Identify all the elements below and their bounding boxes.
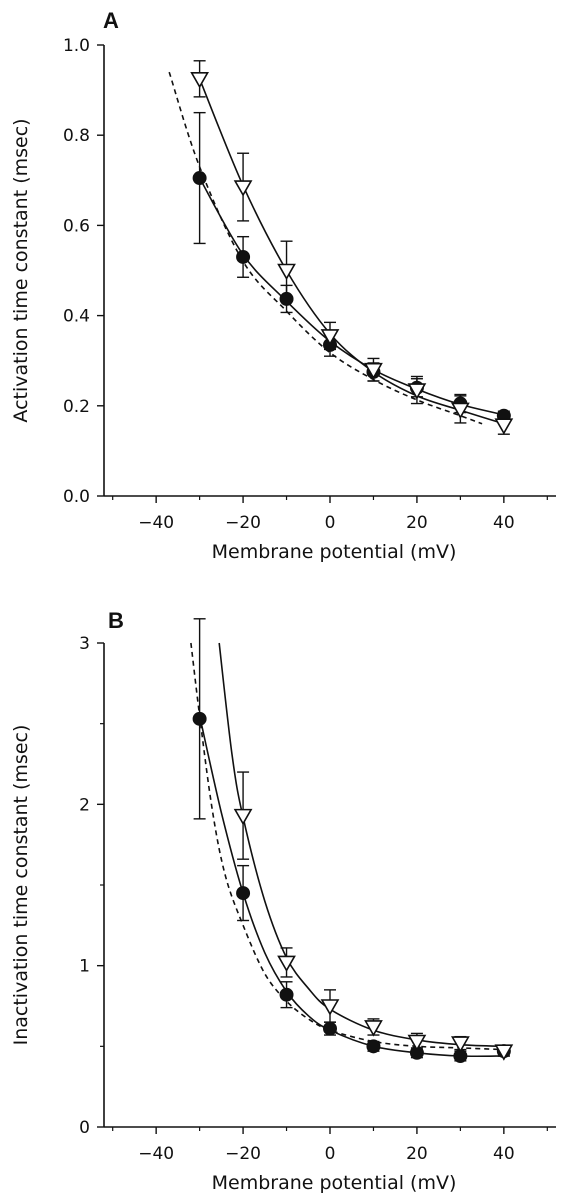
panel-b-y-tick-label: 2 — [79, 795, 90, 815]
panel-a-point-circle — [192, 171, 207, 186]
panel-b-point-triangle — [451, 1036, 470, 1053]
panel-b-x-tick-label: −20 — [225, 1144, 261, 1164]
panel-a-point-circle — [279, 291, 294, 306]
panel-b-point-circle — [236, 886, 251, 901]
panel-a-point-circle — [236, 249, 251, 264]
panel-b-x-tick-label: 0 — [325, 1144, 336, 1164]
panel-b-point-circle — [192, 711, 207, 726]
panel-b-fit-curve-circles — [198, 715, 504, 1058]
panel-b-y-tick-label: 0 — [79, 1118, 90, 1138]
panel-b-y-tick-label: 1 — [79, 957, 90, 977]
panel-a-point-triangle — [364, 362, 383, 380]
panel-b-letter: B — [108, 608, 124, 633]
panel-b-y-tick-label: 3 — [79, 634, 90, 654]
panel-a-y-tick-label: 0.2 — [63, 397, 90, 417]
panel-b-point-circle — [323, 1021, 337, 1036]
panel-a-point-triangle — [407, 383, 427, 400]
panel-b-point-triangle — [233, 808, 253, 826]
panel-a-y-axis-title: Activation time constant (msec) — [10, 118, 32, 422]
panel-a-point-triangle — [233, 180, 253, 197]
panel-a-y-tick-label: 0.4 — [63, 307, 90, 327]
panel-a-x-tick-label: 40 — [493, 513, 515, 533]
panel-a-x-tick-label: 0 — [325, 513, 336, 533]
panel-b-fit-curve-triangles — [218, 642, 504, 1048]
panel-b-point-triangle — [407, 1034, 427, 1052]
panel-b-chart: B 0 1 2 3 −40 −20 0 20 40 Membrane potential (mV) I… — [10, 608, 556, 1194]
panel-a-point-triangle — [451, 402, 470, 420]
panel-b-point-circle — [366, 1039, 381, 1054]
panel-a-x-tick-label: −40 — [138, 513, 174, 533]
panel-b-point-triangle — [320, 999, 340, 1016]
panel-b-x-tick-label: 20 — [406, 1144, 428, 1164]
panel-a-fit-curve-dashed — [168, 71, 483, 425]
panel-a-point-triangle — [494, 418, 514, 435]
panel-a-y-tick-label: 0.6 — [63, 216, 90, 236]
panel-a-y-tick-label: 0.8 — [63, 126, 90, 146]
panel-b-point-circle — [279, 987, 294, 1002]
panel-b-x-tick-label: 40 — [493, 1144, 515, 1164]
panel-a-chart: A 0.0 0.2 0.4 0.6 0.8 1.0 −40 −20 0 20 40 Membrane p… — [10, 8, 556, 563]
panel-a-x-tick-label: −20 — [225, 513, 261, 533]
panel-a-point-triangle — [190, 72, 209, 89]
panel-a-y-tick-label: 0.0 — [63, 487, 90, 507]
panel-a-point-triangle — [320, 329, 340, 346]
panel-b-x-tick-label: −40 — [138, 1144, 174, 1164]
panel-a-x-tick-label: 20 — [406, 513, 428, 533]
panel-b-y-axis-title: Inactivation time constant (msec) — [10, 725, 32, 1046]
panel-b-point-triangle — [364, 1020, 383, 1037]
panel-a-point-triangle — [277, 263, 296, 281]
panel-b-point-triangle — [277, 955, 296, 973]
panel-b-fit-curve-dashed — [190, 642, 504, 1051]
panel-a-letter: A — [103, 8, 119, 33]
panel-a-x-axis-title: Membrane potential (mV) — [212, 541, 457, 563]
panel-a-fit-curve-circles — [198, 177, 504, 416]
panel-b-point-triangle — [494, 1044, 514, 1061]
panel-a-y-tick-label: 1.0 — [63, 36, 90, 56]
panel-b-x-axis-title: Membrane potential (mV) — [212, 1172, 457, 1194]
